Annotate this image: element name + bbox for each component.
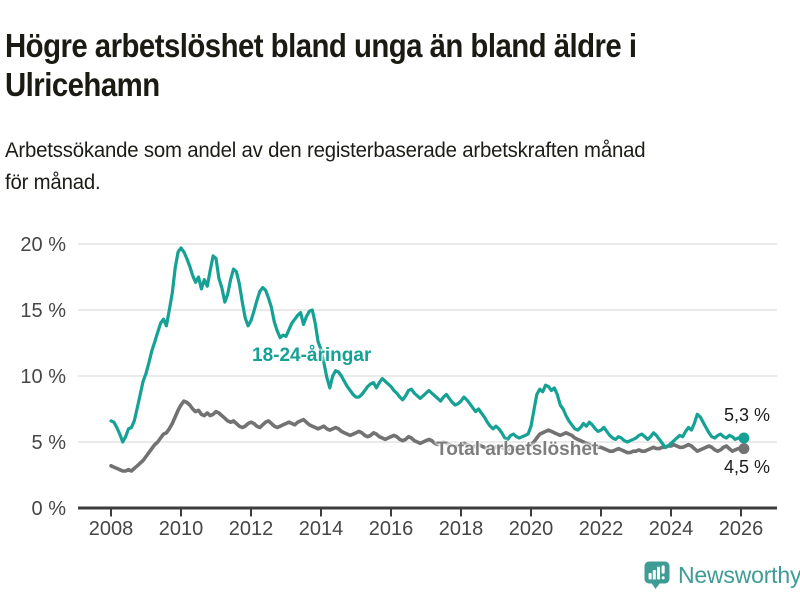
y-axis-tick-label: 20 %	[20, 234, 66, 256]
bar-chart-speech-bubble-icon	[644, 561, 670, 589]
x-axis-tick-label: 2008	[89, 518, 134, 540]
series-end-dot-Total arbetslöshet	[738, 443, 750, 455]
subtitle-line-2: för månad.	[5, 171, 101, 194]
x-axis-tick-label: 2022	[579, 518, 624, 540]
x-axis-tick-label: 2016	[369, 518, 414, 540]
series-label-youth: 18-24-åringar	[252, 345, 372, 366]
x-axis-tick-label: 2020	[509, 518, 554, 540]
x-axis-tick-label: 2024	[649, 518, 694, 540]
end-value-label-youth: 5,3 %	[723, 405, 771, 425]
series-label-total: Total arbetslöshet	[436, 439, 599, 460]
y-axis-tick-label: 10 %	[20, 366, 66, 388]
newsworthy-logo: Newsworthy	[644, 561, 800, 589]
y-axis-tick-label: 0 %	[32, 498, 67, 520]
x-axis-tick-label: 2012	[229, 518, 274, 540]
page-title: Högre arbetslöshet bland unga än bland ä…	[5, 26, 770, 104]
title-line-2: Ulricehamn	[5, 66, 160, 104]
x-axis-tick-label: 2018	[439, 518, 484, 540]
end-value-label-total: 4,5 %	[723, 457, 771, 477]
x-axis-tick-label: 2014	[299, 518, 344, 540]
series-end-dot-18-24-åringar	[738, 432, 750, 444]
series-line-Total arbetslöshet	[109, 399, 746, 473]
y-axis-tick-label: 15 %	[20, 300, 66, 322]
title-line-1: Högre arbetslöshet bland unga än bland ä…	[5, 27, 637, 65]
chart-subtitle: Arbetssökande som andel av den registerb…	[5, 135, 800, 199]
brand-name: Newsworthy	[678, 561, 800, 588]
subtitle-line-1: Arbetssökande som andel av den registerb…	[5, 139, 646, 162]
y-axis-tick-label: 5 %	[32, 432, 67, 454]
x-axis-tick-label: 2010	[159, 518, 204, 540]
x-axis-tick-label: 2026	[719, 518, 764, 540]
series-line-18-24-åringar	[109, 246, 746, 449]
